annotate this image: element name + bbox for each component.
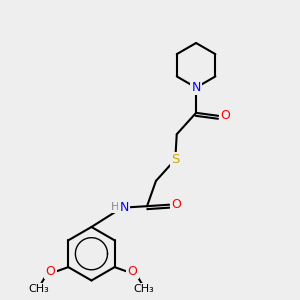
Text: O: O <box>171 198 181 211</box>
Text: O: O <box>46 265 56 278</box>
Text: N: N <box>119 201 129 214</box>
Text: S: S <box>171 153 179 166</box>
Text: N: N <box>191 81 201 94</box>
Text: CH₃: CH₃ <box>134 284 154 294</box>
Text: H: H <box>111 202 119 212</box>
Text: O: O <box>128 265 137 278</box>
Text: CH₃: CH₃ <box>28 284 49 294</box>
Text: O: O <box>220 109 230 122</box>
